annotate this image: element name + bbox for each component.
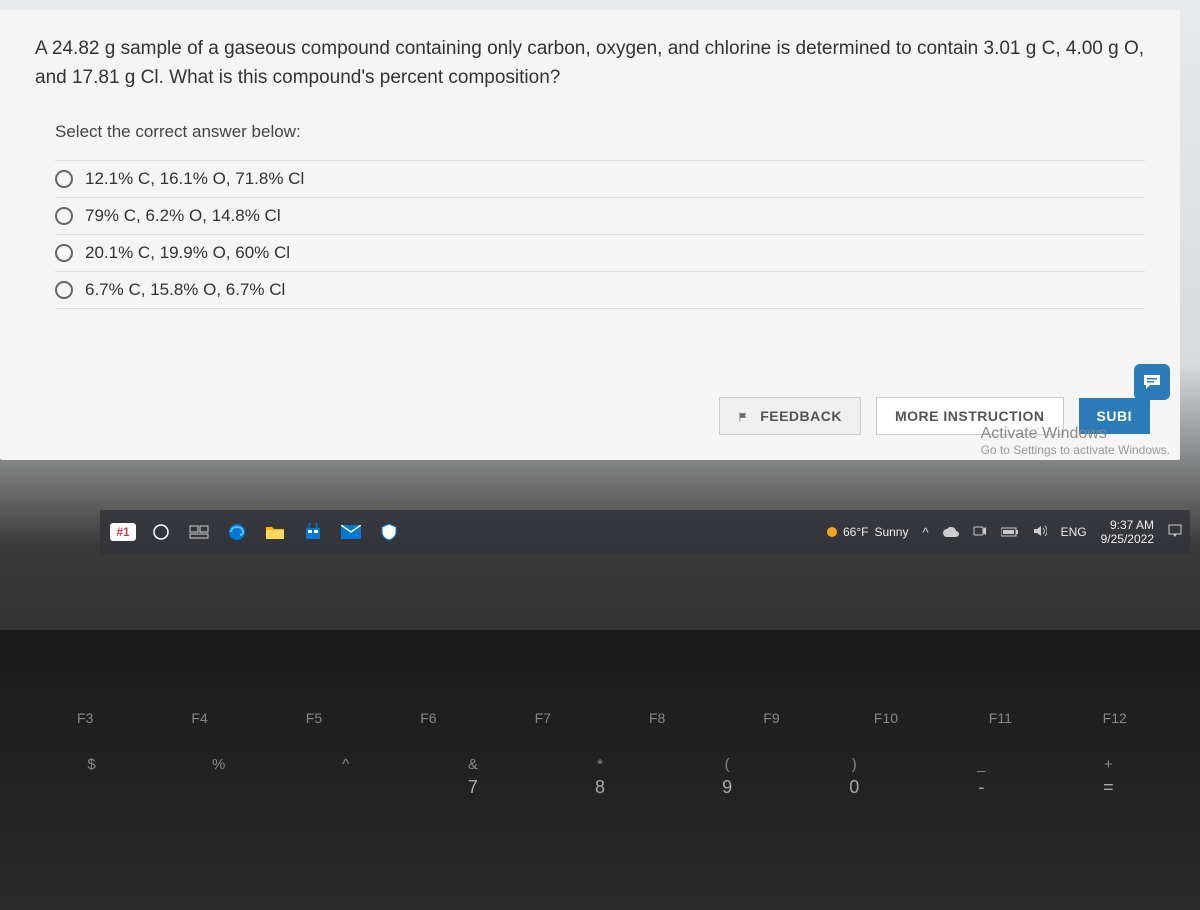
task-view-icon[interactable]	[184, 517, 214, 547]
mail-icon[interactable]	[336, 517, 366, 547]
taskbar: #1 66°F Sunny ^	[100, 510, 1190, 554]
fkey: F3	[55, 710, 115, 726]
option-row[interactable]: 6.7% C, 15.8% O, 6.7% Cl	[55, 271, 1145, 309]
radio-icon[interactable]	[55, 170, 73, 188]
option-row[interactable]: 20.1% C, 19.9% O, 60% Cl	[55, 234, 1145, 271]
fkey: F12	[1085, 710, 1145, 726]
flag-icon	[738, 411, 750, 423]
weather-widget[interactable]: 66°F Sunny	[827, 525, 909, 539]
time-text: 9:37 AM	[1101, 518, 1154, 532]
numkey: %	[189, 756, 249, 798]
date-text: 9/25/2022	[1101, 532, 1154, 546]
fkey: F9	[742, 710, 802, 726]
question-text: A 24.82 g sample of a gaseous compound c…	[35, 35, 1145, 92]
num-row: $ % ^ &7 *8 (9 )0 _- +=	[40, 756, 1160, 798]
taskbar-app-badge[interactable]: #1	[108, 517, 138, 547]
radio-icon[interactable]	[55, 207, 73, 225]
taskbar-right: 66°F Sunny ^ ENG 9:37 AM 9/25/2022	[827, 518, 1182, 547]
activate-windows-watermark: Activate Windows Go to Settings to activ…	[981, 425, 1170, 457]
meet-icon[interactable]	[973, 524, 987, 541]
weather-temp: 66°F	[843, 525, 868, 539]
option-label: 20.1% C, 19.9% O, 60% Cl	[85, 243, 290, 263]
fkey-row: F3 F4 F5 F6 F7 F8 F9 F10 F11 F12	[40, 710, 1160, 726]
fkey: F7	[513, 710, 573, 726]
cortana-icon[interactable]	[146, 517, 176, 547]
numkey: &7	[443, 756, 503, 798]
weather-condition: Sunny	[874, 525, 908, 539]
chat-bubble-icon[interactable]	[1134, 364, 1170, 400]
numkey: ^	[316, 756, 376, 798]
sun-icon	[827, 527, 837, 537]
store-icon[interactable]	[298, 517, 328, 547]
numkey: _-	[951, 756, 1011, 798]
fkey: F6	[398, 710, 458, 726]
numkey: )0	[824, 756, 884, 798]
app-badge-label: #1	[110, 523, 135, 541]
battery-icon[interactable]	[1001, 525, 1019, 540]
file-explorer-icon[interactable]	[260, 517, 290, 547]
volume-icon[interactable]	[1033, 524, 1047, 541]
keyboard-area: F3 F4 F5 F6 F7 F8 F9 F10 F11 F12 $ % ^ &…	[0, 630, 1200, 910]
option-label: 12.1% C, 16.1% O, 71.8% Cl	[85, 169, 304, 189]
chevron-up-icon[interactable]: ^	[922, 525, 928, 540]
security-icon[interactable]	[374, 517, 404, 547]
quiz-panel: A 24.82 g sample of a gaseous compound c…	[0, 10, 1180, 460]
activate-title: Activate Windows	[981, 425, 1170, 443]
clock-widget[interactable]: 9:37 AM 9/25/2022	[1101, 518, 1154, 547]
option-label: 6.7% C, 15.8% O, 6.7% Cl	[85, 280, 285, 300]
fkey: F11	[970, 710, 1030, 726]
numkey: (9	[697, 756, 757, 798]
fkey: F8	[627, 710, 687, 726]
taskbar-left: #1	[108, 517, 404, 547]
option-label: 79% C, 6.2% O, 14.8% Cl	[85, 206, 281, 226]
fkey: F4	[170, 710, 230, 726]
notification-icon[interactable]	[1168, 524, 1182, 541]
select-prompt: Select the correct answer below:	[55, 122, 1145, 142]
option-row[interactable]: 12.1% C, 16.1% O, 71.8% Cl	[55, 160, 1145, 197]
radio-icon[interactable]	[55, 244, 73, 262]
numkey: *8	[570, 756, 630, 798]
activate-subtitle: Go to Settings to activate Windows.	[981, 443, 1170, 457]
feedback-button[interactable]: FEEDBACK	[719, 397, 861, 435]
onedrive-icon[interactable]	[943, 525, 959, 540]
edge-icon[interactable]	[222, 517, 252, 547]
fkey: F5	[284, 710, 344, 726]
feedback-label: FEEDBACK	[760, 408, 842, 424]
radio-icon[interactable]	[55, 281, 73, 299]
options-group: 12.1% C, 16.1% O, 71.8% Cl 79% C, 6.2% O…	[55, 160, 1145, 309]
fkey: F10	[856, 710, 916, 726]
numkey: $	[62, 756, 122, 798]
numkey: +=	[1078, 756, 1138, 798]
chat-icon	[1142, 372, 1162, 392]
option-row[interactable]: 79% C, 6.2% O, 14.8% Cl	[55, 197, 1145, 234]
language-indicator[interactable]: ENG	[1061, 525, 1087, 539]
